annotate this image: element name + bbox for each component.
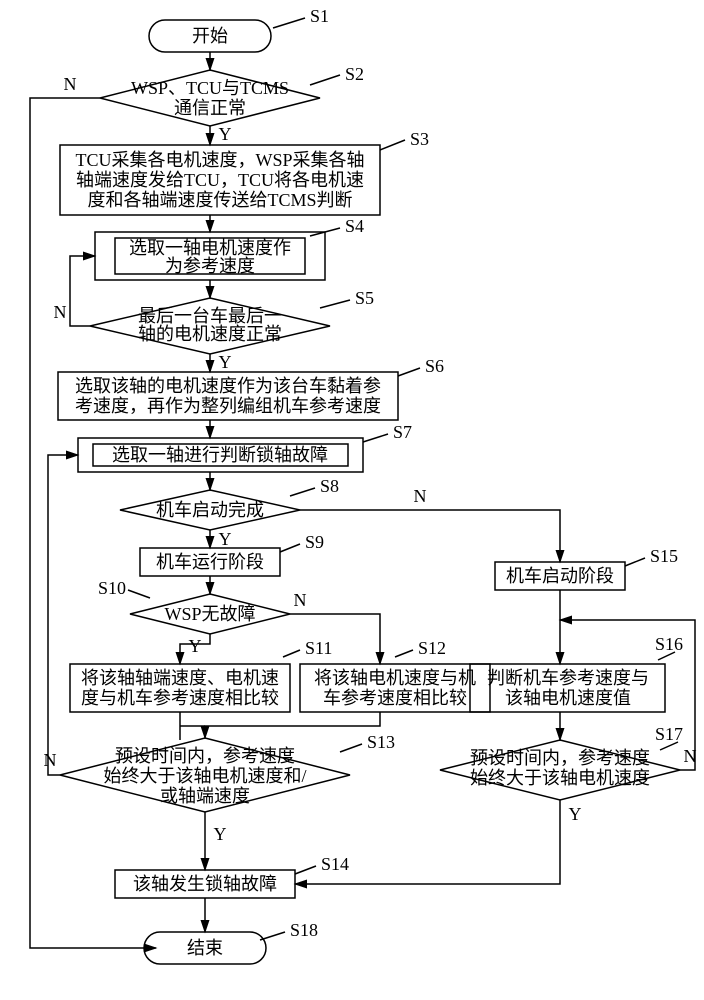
svg-text:该轴电机速度值: 该轴电机速度值: [505, 688, 631, 708]
label-s8: S8: [320, 476, 339, 496]
svg-text:N: N: [684, 746, 697, 766]
start-text: 开始: [192, 26, 228, 46]
svg-text:预设时间内，参考速度: 预设时间内，参考速度: [470, 748, 650, 768]
label-s12: S12: [418, 638, 446, 658]
label-s13: S13: [367, 732, 395, 752]
svg-text:选取该轴的电机速度作为该台车黏着参: 选取该轴的电机速度作为该台车黏着参: [75, 376, 381, 396]
flowchart: 开始 S1 WSP、TCU与TCMS 通信正常 S2 N Y TCU采集各电机速…: [0, 0, 704, 1000]
label-s3: S3: [410, 129, 429, 149]
label-s4: S4: [345, 216, 364, 236]
svg-text:轴端速度发给TCU，TCU将各电机速: 轴端速度发给TCU，TCU将各电机速: [76, 170, 364, 190]
svg-text:WSP无故障: WSP无故障: [164, 604, 255, 624]
svg-text:预设时间内，参考速度: 预设时间内，参考速度: [115, 746, 295, 766]
svg-text:始终大于该轴电机速度: 始终大于该轴电机速度: [470, 768, 650, 788]
svg-text:N: N: [294, 590, 307, 610]
svg-text:或轴端速度: 或轴端速度: [160, 786, 250, 806]
label-s7: S7: [393, 422, 412, 442]
label-s11: S11: [305, 638, 332, 658]
svg-text:该轴发生锁轴故障: 该轴发生锁轴故障: [133, 874, 277, 894]
end-text: 结束: [187, 938, 223, 958]
svg-text:度和各轴端速度传送给TCMS判断: 度和各轴端速度传送给TCMS判断: [87, 190, 352, 210]
label-s2: S2: [345, 64, 364, 84]
svg-text:将该轴电机速度与机: 将该轴电机速度与机: [314, 668, 476, 688]
svg-text:N: N: [64, 74, 77, 94]
label-s1: S1: [310, 6, 329, 26]
svg-text:最后一台车最后一: 最后一台车最后一: [138, 306, 282, 326]
svg-text:Y: Y: [219, 529, 232, 549]
svg-text:机车启动阶段: 机车启动阶段: [506, 566, 614, 586]
label-s16: S16: [655, 634, 683, 654]
label-s5: S5: [355, 288, 374, 308]
label-s18: S18: [290, 920, 318, 940]
svg-text:机车运行阶段: 机车运行阶段: [156, 552, 264, 572]
svg-text:Y: Y: [219, 352, 232, 372]
svg-text:WSP、TCU与TCMS: WSP、TCU与TCMS: [131, 78, 289, 98]
svg-text:判断机车参考速度与: 判断机车参考速度与: [487, 668, 649, 688]
svg-text:为参考速度: 为参考速度: [165, 256, 255, 276]
label-s17: S17: [655, 724, 683, 744]
svg-text:考速度，再作为整列编组机车参考速度: 考速度，再作为整列编组机车参考速度: [75, 396, 381, 416]
svg-text:选取一轴电机速度作: 选取一轴电机速度作: [129, 238, 291, 258]
svg-text:度与机车参考速度相比较: 度与机车参考速度相比较: [81, 688, 279, 708]
svg-text:Y: Y: [214, 824, 227, 844]
svg-text:通信正常: 通信正常: [174, 98, 246, 118]
label-s10: S10: [98, 578, 126, 598]
svg-text:选取一轴进行判断锁轴故障: 选取一轴进行判断锁轴故障: [112, 445, 328, 465]
svg-text:Y: Y: [189, 636, 202, 656]
svg-text:机车启动完成: 机车启动完成: [156, 500, 264, 520]
svg-text:Y: Y: [219, 124, 232, 144]
svg-text:Y: Y: [569, 804, 582, 824]
label-s6: S6: [425, 356, 444, 376]
label-s9: S9: [305, 532, 324, 552]
label-s14: S14: [321, 854, 349, 874]
svg-text:车参考速度相比较: 车参考速度相比较: [323, 688, 467, 708]
label-s15: S15: [650, 546, 678, 566]
svg-text:将该轴轴端速度、电机速: 将该轴轴端速度、电机速: [81, 668, 279, 688]
svg-text:N: N: [414, 486, 427, 506]
svg-text:TCU采集各电机速度，WSP采集各轴: TCU采集各电机速度，WSP采集各轴: [75, 150, 364, 170]
svg-text:轴的电机速度正常: 轴的电机速度正常: [138, 324, 282, 344]
svg-text:N: N: [44, 750, 57, 770]
svg-text:始终大于该轴电机速度和/: 始终大于该轴电机速度和/: [104, 766, 307, 786]
svg-text:N: N: [54, 302, 67, 322]
